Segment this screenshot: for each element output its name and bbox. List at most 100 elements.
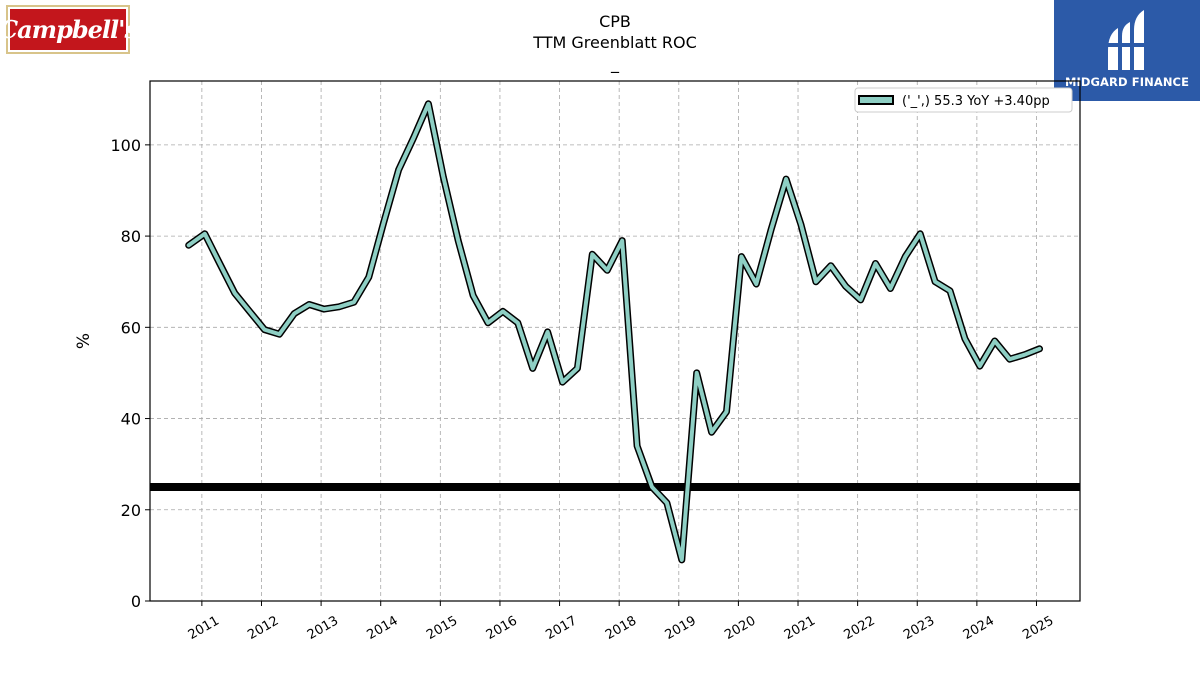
data-point (1037, 347, 1041, 351)
campbells-logo-badge: Campbell's (0, 9, 138, 50)
data-point (277, 332, 281, 336)
plot-frame (149, 80, 1081, 602)
x-tick-label: 2011 (186, 613, 222, 643)
y-tick-label: 60 (121, 318, 141, 337)
data-point (680, 558, 684, 562)
x-tick-label: 2023 (901, 613, 937, 643)
data-point (292, 312, 296, 316)
data-point (501, 309, 505, 313)
midgard-finance-text: MIDGARD FINANCE (1064, 75, 1190, 89)
data-point (456, 239, 460, 243)
x-tick-label: 2018 (603, 613, 639, 643)
data-point (561, 380, 565, 384)
y-tick-label: 100 (110, 136, 141, 155)
data-point (605, 268, 609, 272)
data-point (993, 339, 997, 343)
data-point (1008, 357, 1012, 361)
data-point (322, 307, 326, 311)
y-axis-label: % (74, 333, 94, 349)
data-point (516, 321, 520, 325)
chart-subtitle-2: _ (610, 54, 620, 74)
x-tick-label: 2012 (245, 613, 281, 643)
data-point (739, 255, 743, 259)
data-point (531, 366, 535, 370)
data-point (963, 337, 967, 341)
series-line-outline (185, 100, 1043, 564)
data-point (1023, 353, 1027, 357)
legend-label: ('_',) 55.3 YoY +3.40pp (902, 94, 1050, 109)
y-tick-label: 20 (121, 501, 141, 520)
legend: ('_',) 55.3 YoY +3.40pp (854, 87, 1073, 113)
x-tick-label: 2014 (365, 613, 401, 643)
data-point (367, 275, 371, 279)
data-point (933, 280, 937, 284)
data-point (620, 239, 624, 243)
data-point (978, 364, 982, 368)
y-tick-label: 80 (121, 227, 141, 246)
midgard-finance-logo: MIDGARD FINANCE (1054, 0, 1200, 101)
data-point (769, 227, 773, 231)
data-point (441, 175, 445, 179)
axes-layer: 0 20 40 60 80 100 2011 2012 2013 2014 2015 2016 2017… (110, 80, 1081, 643)
data-point (337, 305, 341, 309)
chart-title: CPB (599, 12, 631, 31)
data-point (784, 177, 788, 181)
data-point (888, 287, 892, 291)
x-tick-label: 2017 (543, 613, 579, 643)
data-point (233, 291, 237, 295)
data-point (575, 366, 579, 370)
data-point (471, 293, 475, 297)
campbells-logo: Campbell's (0, 5, 138, 54)
data-point (412, 136, 415, 140)
data-point (486, 321, 490, 325)
x-tick-label: 2025 (1020, 613, 1056, 643)
data-point (948, 289, 952, 293)
data-point (218, 261, 222, 265)
campbells-logo-text: Campbell's (0, 15, 138, 44)
data-point (635, 444, 639, 448)
legend-box (854, 87, 1073, 113)
data-point (918, 232, 922, 236)
data-point (814, 280, 818, 284)
data-point (248, 309, 252, 313)
data-point (426, 102, 430, 106)
x-tick-label: 2020 (722, 613, 758, 643)
data-point (799, 223, 803, 227)
data-point (307, 303, 311, 307)
data-point (650, 485, 654, 489)
data-point (829, 264, 833, 268)
data-point (590, 252, 594, 256)
y-tick-label: 0 (131, 592, 141, 611)
series-layer (185, 100, 1043, 564)
data-point (665, 501, 669, 505)
data-point (382, 220, 386, 224)
data-point (546, 330, 550, 334)
data-point (844, 284, 848, 288)
chart-subtitle: TTM Greenblatt ROC (532, 33, 697, 52)
x-tick-label: 2021 (782, 613, 818, 643)
x-tick-label: 2013 (305, 613, 341, 643)
x-tick-label: 2016 (484, 613, 520, 643)
data-point (695, 371, 699, 375)
series-line (186, 101, 1042, 562)
data-point (203, 232, 207, 236)
x-tick-label: 2019 (663, 613, 699, 643)
x-tick-label: 2015 (424, 613, 460, 643)
data-point (352, 300, 356, 304)
data-point (724, 410, 728, 414)
legend-swatch (858, 95, 894, 105)
x-tick-label: 2022 (841, 613, 877, 643)
midgard-mark-icon (1106, 10, 1148, 70)
data-point (754, 282, 758, 286)
data-point (397, 168, 401, 172)
data-point (903, 255, 907, 259)
data-point (262, 328, 266, 332)
x-tick-label: 2024 (961, 613, 997, 643)
data-point (710, 430, 714, 434)
grid-layer (150, 81, 1080, 602)
data-point (874, 261, 878, 265)
data-point (187, 243, 191, 247)
data-point (859, 298, 863, 302)
y-tick-label: 40 (121, 410, 141, 429)
